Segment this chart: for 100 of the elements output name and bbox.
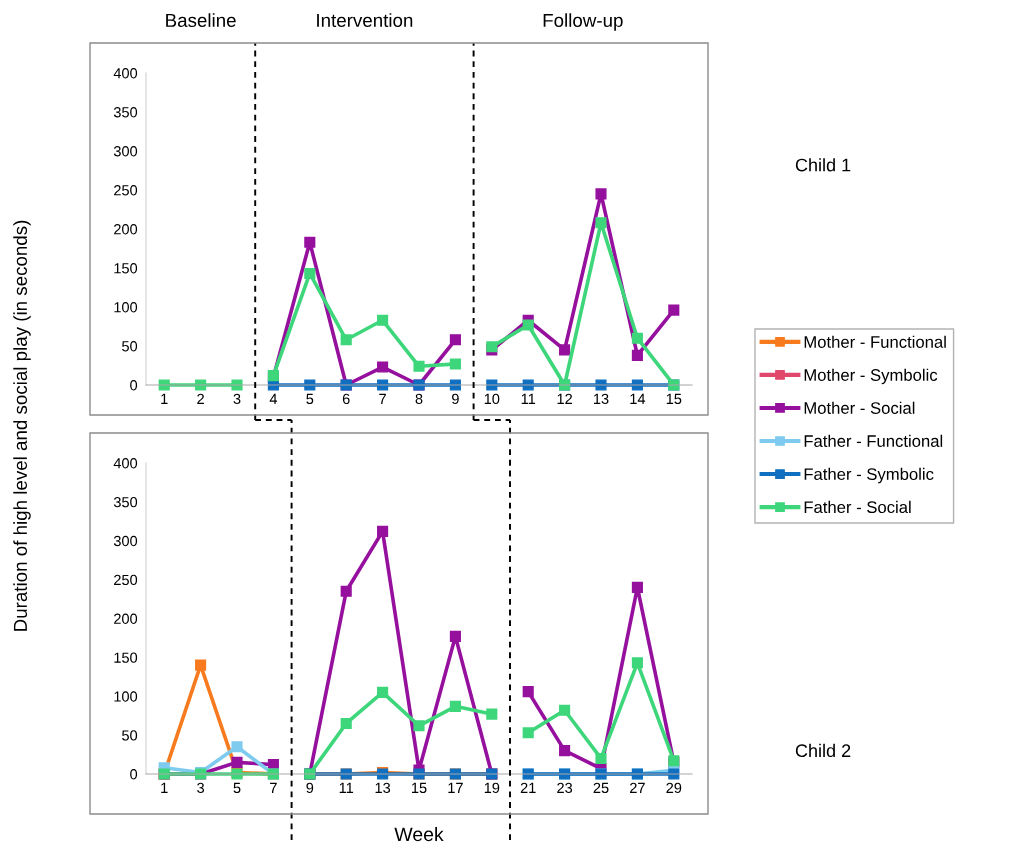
- point: [631, 581, 643, 593]
- point: [522, 319, 534, 331]
- x-tick-label: 19: [484, 782, 500, 794]
- x-tick-label: 7: [379, 393, 386, 404]
- point: [304, 236, 316, 248]
- point: [377, 525, 389, 537]
- x-tick-label: 7: [270, 782, 277, 793]
- x-tick-label: 29: [666, 782, 682, 794]
- point: [522, 379, 534, 391]
- x-tick-label: 15: [666, 393, 682, 405]
- x-tick-label: 21: [520, 782, 536, 793]
- point: [340, 334, 352, 346]
- x-tick-label: 17: [448, 782, 463, 793]
- point: [595, 217, 607, 229]
- y-tick-label: 0: [130, 380, 138, 391]
- legend-label: Father - Symbolic: [804, 467, 934, 484]
- y-tick-label: 300: [113, 535, 138, 547]
- point: [668, 768, 680, 780]
- point: [595, 379, 607, 391]
- point: [631, 349, 643, 361]
- x-tick-label: 11: [339, 782, 354, 793]
- point: [449, 358, 461, 370]
- point: [304, 267, 316, 280]
- point: [449, 379, 461, 391]
- point: [559, 704, 571, 716]
- x-tick-label: 1: [161, 782, 168, 793]
- text: Child 2: [795, 743, 851, 758]
- x-tick-label: 10: [484, 393, 500, 405]
- legend-label: Mother - Functional: [804, 335, 946, 348]
- y-tick-label: 400: [113, 68, 138, 79]
- legend-label: Father - Functional: [804, 434, 943, 447]
- x-tick-label: 3: [233, 393, 241, 405]
- point: [595, 752, 607, 765]
- point: [486, 708, 498, 720]
- legend-label: Mother - Symbolic: [804, 368, 938, 385]
- point: [595, 188, 607, 200]
- point: [377, 686, 389, 698]
- y-tick-label: 200: [114, 224, 138, 235]
- y-tick-label: 150: [114, 263, 138, 274]
- point: [631, 657, 643, 669]
- x-tick-label: 4: [269, 393, 278, 404]
- text: Follow-up: [543, 13, 623, 31]
- x-tick-label: 2: [197, 393, 204, 404]
- point: [522, 686, 534, 698]
- point: [631, 332, 643, 344]
- point: [668, 304, 680, 316]
- x-tick-label: 27: [630, 782, 645, 793]
- y-tick-label: 0: [130, 769, 138, 780]
- x-tick-label: 6: [342, 393, 350, 405]
- x-tick-label: 1: [161, 393, 168, 404]
- x-tick-label: 9: [306, 782, 314, 794]
- legend-label: Mother - Social: [804, 401, 915, 414]
- point: [559, 344, 571, 356]
- point: [413, 360, 425, 372]
- legend-label: Father - Social: [804, 500, 911, 514]
- point: [486, 379, 498, 391]
- y-tick-label: 350: [113, 496, 138, 508]
- x-tick-label: 13: [594, 393, 609, 405]
- point: [158, 379, 170, 391]
- y-axis-title: Duration of high level and social play (in seconds): [13, 220, 31, 631]
- y-tick-label: 100: [114, 691, 138, 702]
- point: [449, 700, 461, 712]
- x-tick-label: 3: [197, 782, 205, 794]
- point: [231, 756, 243, 768]
- point: [377, 314, 389, 326]
- x-tick-label: 14: [630, 393, 646, 404]
- x-tick-label: 15: [412, 782, 427, 794]
- point: [559, 745, 571, 757]
- point: [522, 727, 534, 739]
- y-tick-label: 150: [114, 652, 138, 663]
- text: Intervention: [317, 13, 413, 28]
- y-tick-label: 50: [122, 341, 138, 352]
- point: [231, 379, 243, 391]
- y-tick-label: 350: [113, 107, 138, 118]
- point: [195, 379, 207, 391]
- point: [231, 741, 243, 753]
- point: [631, 379, 643, 391]
- y-tick-label: 200: [114, 613, 138, 624]
- point: [377, 361, 389, 373]
- x-tick-label: 9: [452, 393, 459, 405]
- y-tick-label: 50: [122, 730, 138, 741]
- point: [413, 720, 425, 732]
- y-tick-label: 300: [113, 146, 138, 157]
- point: [304, 379, 316, 391]
- x-tick-label: 5: [233, 782, 241, 794]
- y-tick-label: 400: [113, 458, 138, 469]
- x-tick-label: 13: [375, 782, 391, 794]
- x-tick-label: 25: [593, 782, 609, 794]
- y-tick-label: 100: [114, 302, 138, 313]
- x-tick-label: 11: [521, 393, 536, 404]
- point: [377, 379, 389, 391]
- y-tick-label: 250: [114, 185, 138, 196]
- point: [449, 630, 461, 642]
- point: [340, 717, 352, 730]
- point: [340, 585, 352, 597]
- x-tick-label: 23: [557, 782, 573, 794]
- y-tick-label: 250: [114, 574, 138, 586]
- point: [195, 659, 207, 671]
- point: [449, 334, 461, 346]
- x-axis-title: Week: [394, 826, 444, 842]
